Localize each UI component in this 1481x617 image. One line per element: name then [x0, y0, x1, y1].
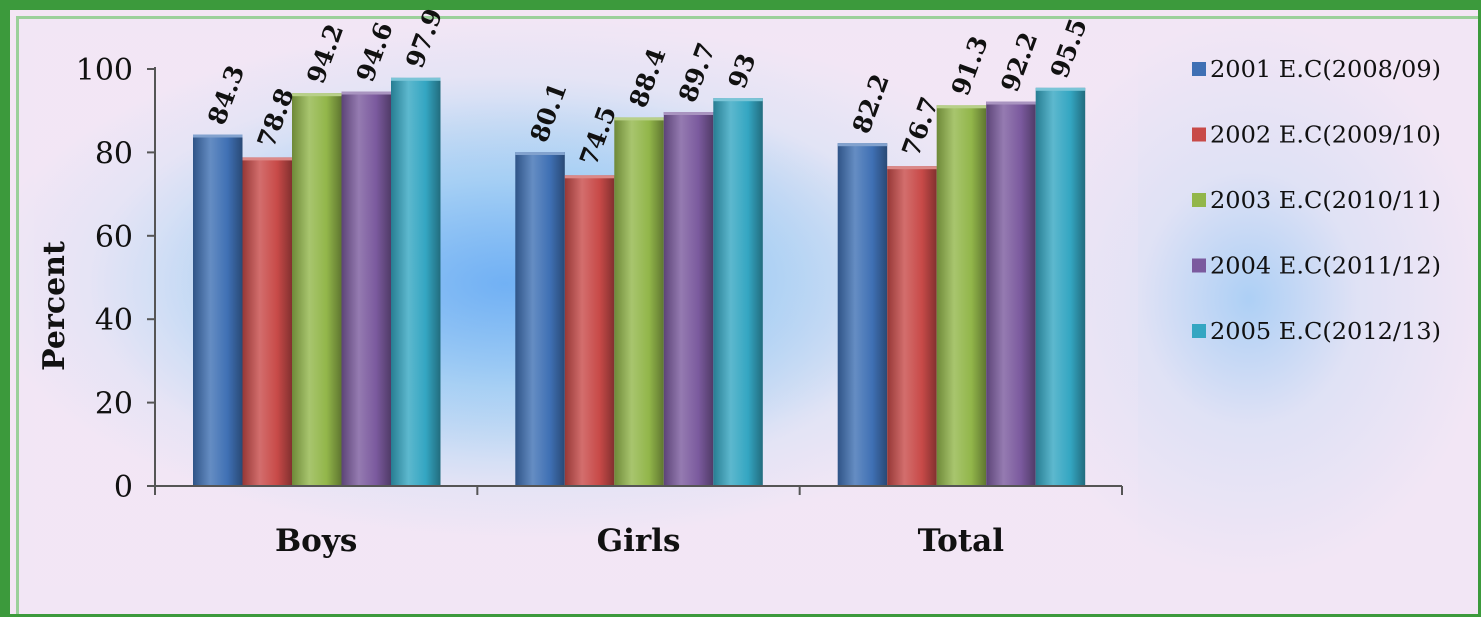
axes-group: 0 20 40 60 80 100 Boys Girls Total [76, 53, 1123, 559]
bar-top-highlight [193, 134, 243, 138]
data-label: 91.3 [946, 32, 994, 99]
legend-label: 2005 E.C(2012/13) [1210, 319, 1441, 345]
data-label: 88.4 [623, 44, 671, 111]
legend-swatch [1192, 258, 1206, 273]
bar-top-highlight [292, 93, 342, 97]
legend-label: 2004 E.C(2011/12) [1210, 254, 1441, 280]
bar-top-highlight [837, 143, 888, 147]
bar-top-highlight [936, 105, 987, 109]
bar-girls-series-4 [663, 112, 714, 486]
data-label: 89.7 [673, 39, 721, 106]
legend-label: 2002 E.C(2009/10) [1210, 123, 1441, 149]
y-tick-label: 0 [114, 470, 133, 505]
bar-top-highlight [564, 175, 615, 179]
bar-girls-series-2 [564, 175, 615, 487]
bar-total-series-1 [837, 143, 888, 486]
bar-top-highlight [391, 77, 441, 81]
bar-top-highlight [887, 166, 937, 170]
bar-top-highlight [242, 157, 292, 161]
bar-boys-series-4 [341, 91, 391, 486]
bar-top-highlight [614, 117, 664, 121]
y-tick-label: 20 [95, 387, 133, 422]
bar-girls-series-5 [713, 98, 763, 486]
bar-boys-series-1 [193, 134, 243, 486]
bar-top-highlight [663, 112, 714, 115]
x-tick-label-girls: Girls [597, 523, 681, 559]
bar-girls-series-1 [515, 152, 565, 486]
y-tick-label: 40 [95, 303, 133, 338]
y-tick-label: 100 [76, 53, 133, 88]
legend-swatch [1192, 324, 1206, 338]
data-label: 94.6 [351, 18, 399, 85]
bar-total-series-5 [1035, 87, 1086, 487]
legend-swatch [1192, 62, 1206, 76]
legend: 2001 E.C(2008/09) 2002 E.C(2009/10) 2003 E… [1192, 57, 1441, 345]
legend-swatch [1192, 127, 1206, 142]
bar-girls-series-3 [614, 117, 664, 487]
bar-top-highlight [515, 152, 565, 155]
bar-total-series-3 [936, 105, 987, 487]
bar-top-highlight [1035, 87, 1086, 91]
bar-boys-series-3 [292, 93, 342, 486]
data-label: 92.2 [995, 28, 1043, 95]
bar-boys-series-2 [242, 157, 292, 486]
y-tick-label: 60 [95, 220, 133, 255]
bar-top-highlight [713, 98, 763, 102]
bar-total-series-2 [887, 166, 937, 486]
bar-boys-series-5 [391, 77, 441, 487]
legend-swatch [1192, 193, 1206, 207]
bars-group [193, 77, 1086, 487]
data-label: 84.3 [202, 61, 250, 128]
data-label: 97.9 [400, 5, 448, 72]
legend-label: 2001 E.C(2008/09) [1210, 57, 1441, 83]
bar-total-series-4 [986, 101, 1036, 486]
x-tick-label-total: Total [918, 523, 1004, 559]
y-axis-label: Percent [37, 241, 72, 371]
y-tick-label: 80 [95, 136, 133, 171]
bar-top-highlight [986, 101, 1036, 105]
data-label: 82.2 [847, 70, 895, 137]
bar-top-highlight [341, 91, 391, 95]
data-label: 80.1 [524, 79, 572, 146]
data-label: 95.5 [1045, 15, 1093, 82]
legend-label: 2003 E.C(2010/11) [1210, 188, 1441, 214]
x-tick-label-boys: Boys [275, 523, 357, 559]
data-label: 94.2 [301, 20, 349, 87]
data-label: 93 [722, 50, 761, 93]
